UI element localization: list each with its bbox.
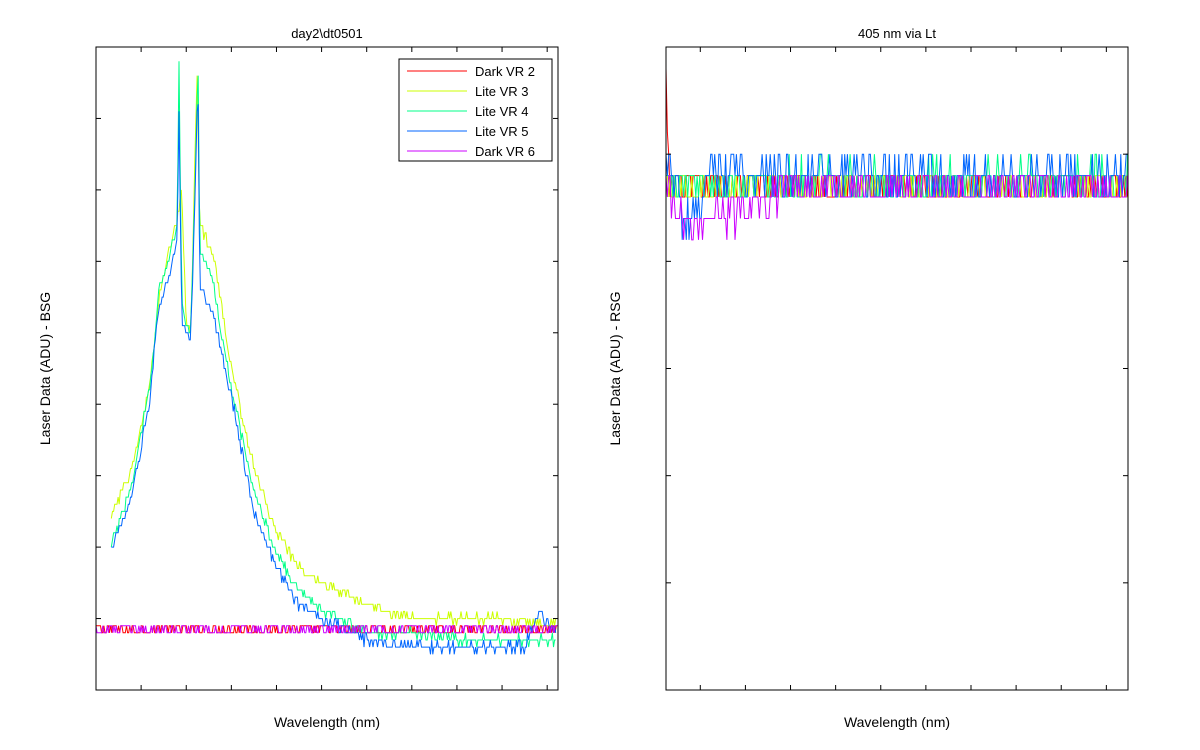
axes-box <box>665 46 1129 691</box>
series-line-3 <box>110 61 556 648</box>
right-chart: 405 nm via Lt Wavelength (nm) Laser Data (… <box>607 26 1129 730</box>
y-axis-label: Laser Data (ADU) - BSG <box>37 292 53 445</box>
chart-title: 405 nm via Lt <box>858 26 936 41</box>
legend-label-2: Lite VR 3 <box>475 84 528 99</box>
left-chart: day2\dt0501 Wavelength (nm) Laser Data (AD… <box>37 26 559 730</box>
series-line-4 <box>665 153 1128 240</box>
legend-label-5: Dark VR 6 <box>475 144 535 159</box>
series-line-4 <box>111 104 557 655</box>
x-axis-label: Wavelength (nm) <box>844 714 950 730</box>
legend-box <box>398 58 553 162</box>
legend-label-1: Dark VR 2 <box>475 64 535 79</box>
x-axis-label: Wavelength (nm) <box>274 714 380 730</box>
series-line-5 <box>95 625 558 634</box>
series-line-5 <box>665 175 1128 241</box>
series-line-2 <box>110 75 557 627</box>
legend-label-3: Lite VR 4 <box>475 104 528 119</box>
y-axis-label: Laser Data (ADU) - RSG <box>607 291 623 445</box>
axes-box <box>95 46 559 691</box>
chart-title: day2\dt0501 <box>291 26 363 41</box>
legend-label-4: Lite VR 5 <box>475 124 528 139</box>
